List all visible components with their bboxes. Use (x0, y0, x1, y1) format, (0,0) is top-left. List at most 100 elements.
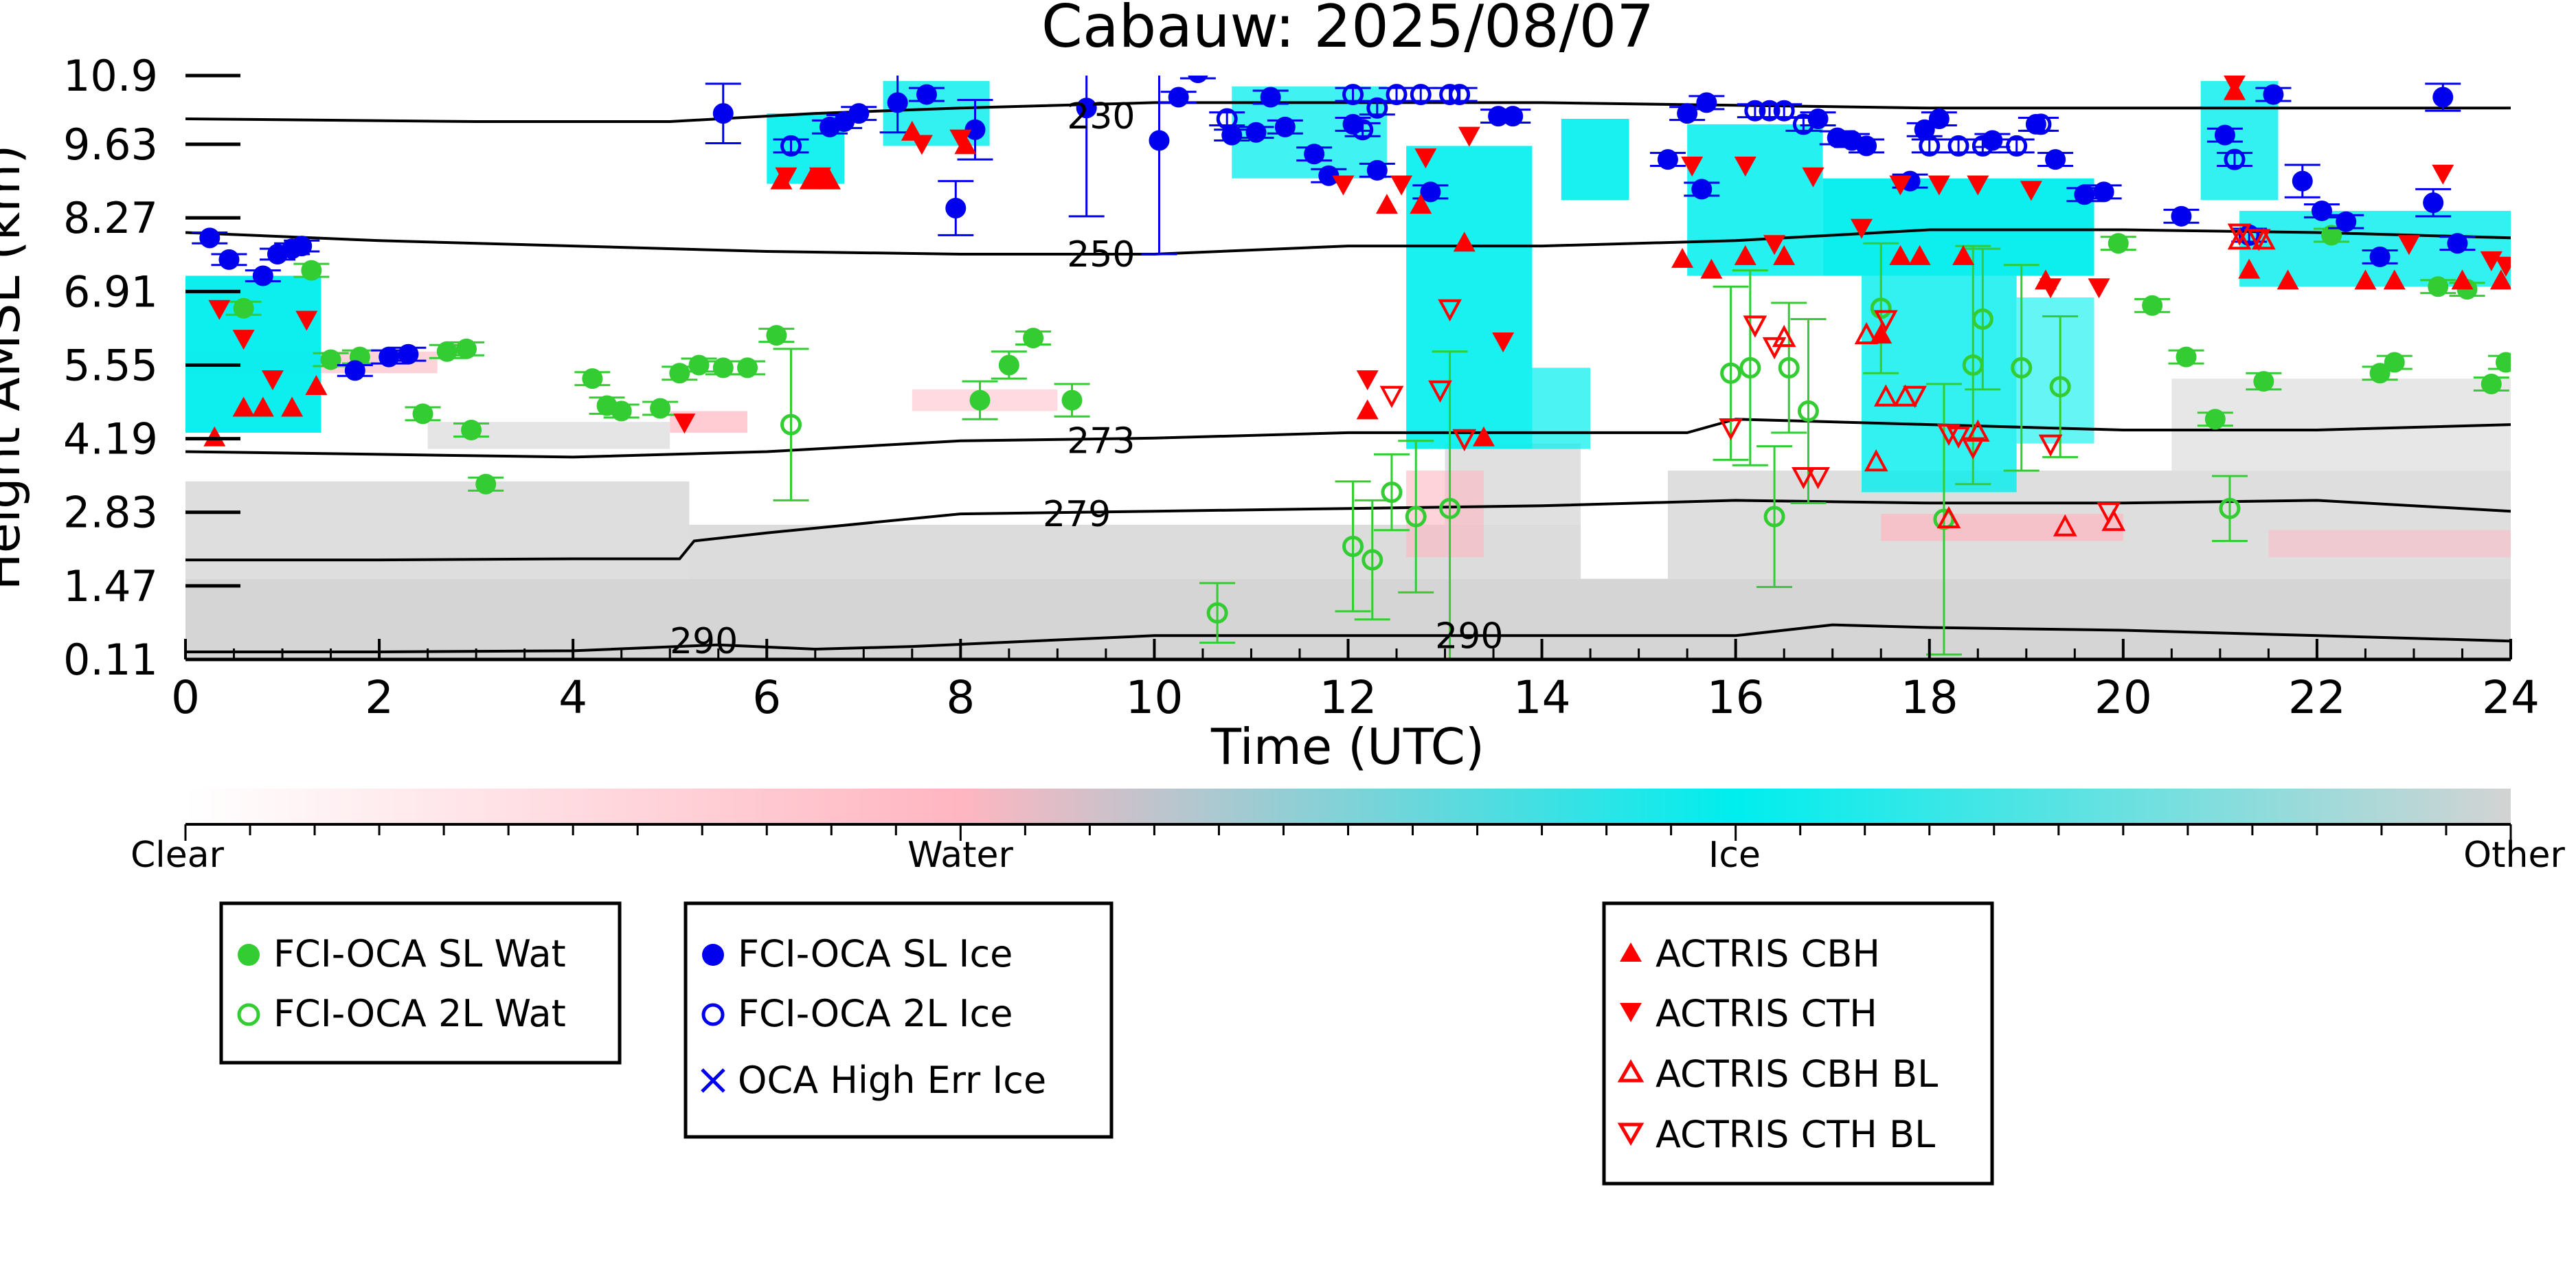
data-point (1438, 299, 1462, 321)
data-point (582, 368, 603, 389)
data-point (281, 396, 304, 417)
colorbar-label-other: Other (2463, 835, 2565, 876)
data-point (1763, 235, 1786, 256)
data-point (1928, 175, 1950, 196)
data-point (1952, 245, 1975, 265)
legend-high-err-ice-label: OCA High Err Ice (738, 1059, 1046, 1102)
data-point (2214, 124, 2235, 146)
contour-label: 279 (1043, 494, 1111, 535)
contour-labels: 230 250 273 279 290 290 (670, 96, 1503, 662)
x-tick-label: 10 (1125, 671, 1183, 724)
data-point (650, 398, 671, 419)
data-point (1366, 159, 1388, 181)
data-point (1453, 231, 1476, 252)
data-point (688, 354, 710, 376)
data-point (2093, 181, 2114, 203)
legend-cth-bl-marker (1617, 1122, 1645, 1146)
data-point (2108, 233, 2129, 254)
classification-block (185, 275, 321, 433)
error-bar (2022, 116, 2059, 132)
series-actris-cth (208, 76, 2511, 434)
data-point (1743, 315, 1767, 338)
data-point (954, 134, 977, 155)
series-fci-oca-sl-wat (225, 225, 2511, 495)
data-point (2253, 371, 2274, 392)
error-bar (1373, 453, 1410, 532)
contour-273 (185, 418, 2511, 459)
data-point (1734, 156, 1756, 177)
data-point (1854, 321, 1879, 345)
colorbar-label-water: Water (907, 835, 1013, 876)
data-point (780, 414, 802, 436)
data-point (2397, 235, 2420, 256)
data-point (1356, 399, 1379, 420)
contour-label: 273 (1067, 421, 1135, 462)
data-point (1379, 385, 1404, 409)
legend-sl-wat-marker (238, 944, 260, 966)
data-point (1759, 100, 1781, 122)
x-tick-label: 2 (365, 671, 394, 724)
data-point (436, 341, 457, 362)
legend-2l-ice-marker (701, 1003, 725, 1026)
error-bar (1771, 302, 1807, 434)
data-point (1366, 97, 1388, 119)
series-fci-oca-2l-wat (773, 242, 2248, 659)
data-point (1792, 466, 1816, 490)
data-point (2040, 278, 2062, 299)
data-point (320, 349, 341, 370)
data-point (1304, 144, 1325, 165)
legend-cth-bl-label: ACTRIS CTH BL (1656, 1113, 1935, 1156)
data-point (2176, 346, 2197, 368)
series-fci-oca-sl-ice (192, 76, 2476, 381)
data-point (1318, 165, 1340, 186)
data-point (456, 338, 477, 359)
data-point (2097, 502, 2121, 525)
colorbar-gradient (185, 789, 2511, 824)
x-tick-label: 22 (2288, 671, 2346, 724)
data-point (611, 400, 632, 422)
data-point (1216, 108, 1238, 130)
series-fci-oca-2l-ice (773, 84, 2268, 246)
data-point (1806, 466, 1830, 490)
data-point (1928, 109, 1950, 130)
error-bar (773, 348, 809, 501)
legend-sl-ice-marker (702, 944, 724, 966)
data-point (1873, 384, 1898, 407)
error-bar (1756, 445, 1793, 588)
legend-actris-box (1602, 901, 1994, 1186)
x-tick-label: 6 (752, 671, 781, 724)
data-point (203, 426, 226, 447)
data-point (208, 300, 231, 320)
contour-250 (185, 228, 2511, 256)
data-point (1405, 506, 1427, 528)
error-bar (1941, 138, 1977, 154)
data-point (2011, 357, 2033, 379)
legend-cbh-bl-label: ACTRIS CBH BL (1656, 1052, 1938, 1096)
legend-cth-label: ACTRIS CTH (1656, 992, 1877, 1035)
legend-2l-ice-label: FCI-OCA 2L Ice (738, 992, 1013, 1035)
data-point (2369, 246, 2391, 267)
data-point (1410, 194, 1432, 214)
x-tick-label: 0 (171, 671, 200, 724)
legend-actris: ACTRIS CBH ACTRIS CTH ACTRIS CBH BL ACTR… (1602, 901, 1994, 1186)
data-point (1797, 400, 1819, 422)
data-point (2494, 256, 2511, 277)
data-point (1168, 87, 1189, 108)
x-axis-label: Time (UTC) (1210, 718, 1484, 776)
data-point (1439, 497, 1461, 519)
error-bar (1863, 242, 1899, 374)
data-point (1472, 426, 1495, 447)
data-point (1488, 106, 1509, 127)
legend-cbh-marker (1620, 942, 1642, 962)
classification-block (1532, 368, 1591, 449)
data-point (1856, 135, 1877, 157)
classification-block (1687, 124, 1823, 276)
data-point (461, 419, 482, 440)
y-tick-label: 2.83 (63, 488, 158, 538)
data-point (1802, 167, 1824, 188)
data-point (2227, 227, 2252, 250)
data-point (1342, 84, 1364, 106)
data-point (2227, 223, 2252, 246)
data-point (1851, 218, 1873, 239)
classification-block (2268, 530, 2511, 558)
